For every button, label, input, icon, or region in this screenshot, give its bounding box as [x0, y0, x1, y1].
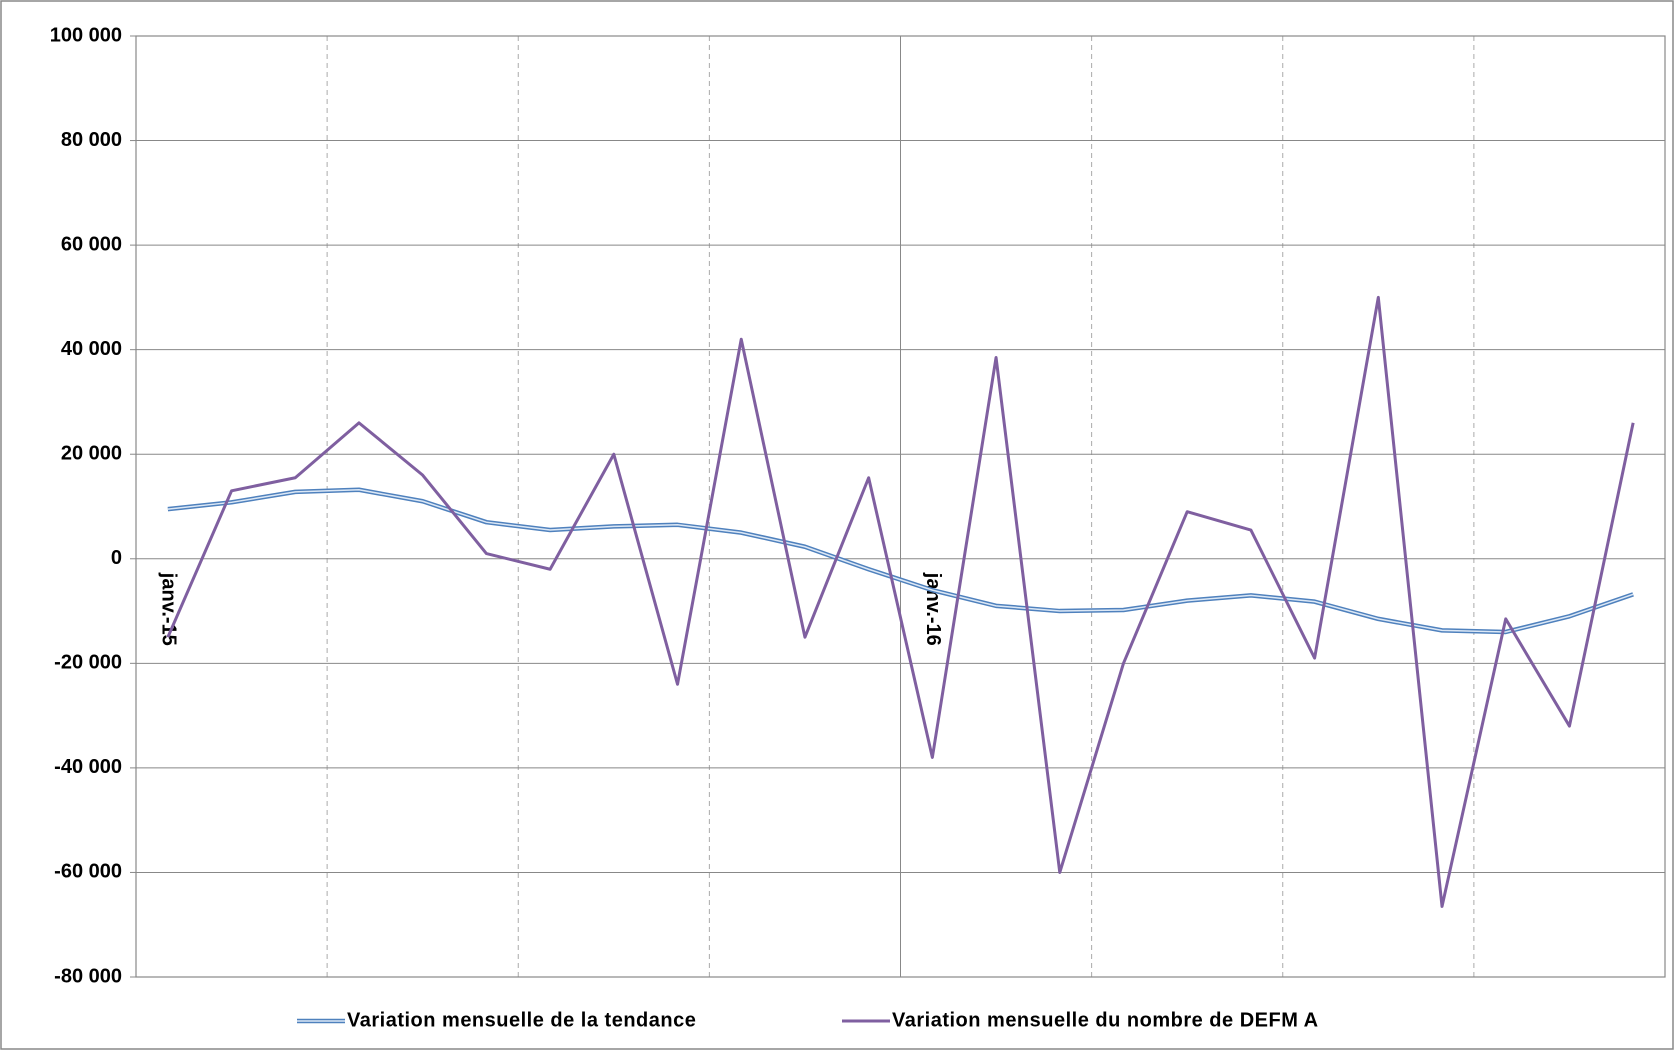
y-tick-label: -40 000 [54, 756, 122, 778]
y-tick-label: -20 000 [54, 652, 122, 674]
legend-label: Variation mensuelle du nombre de DEFM A [892, 1009, 1319, 1031]
series-line-highlight [167, 489, 1634, 633]
x-tick-label: janv.-16 [922, 572, 944, 646]
y-tick-label: 0 [111, 547, 122, 569]
x-tick-label: janv.-15 [158, 572, 180, 646]
y-tick-label: 60 000 [61, 233, 122, 255]
y-tick-label: -80 000 [54, 965, 122, 987]
y-tick-label: 80 000 [61, 129, 122, 151]
y-tick-label: -60 000 [54, 861, 122, 883]
series-line [166, 295, 1635, 908]
legend-label: Variation mensuelle de la tendance [347, 1009, 696, 1031]
y-tick-label: 20 000 [61, 443, 122, 465]
y-tick-label: 40 000 [61, 338, 122, 360]
plot-border [135, 35, 1666, 978]
y-tick-label: 100 000 [50, 24, 122, 46]
